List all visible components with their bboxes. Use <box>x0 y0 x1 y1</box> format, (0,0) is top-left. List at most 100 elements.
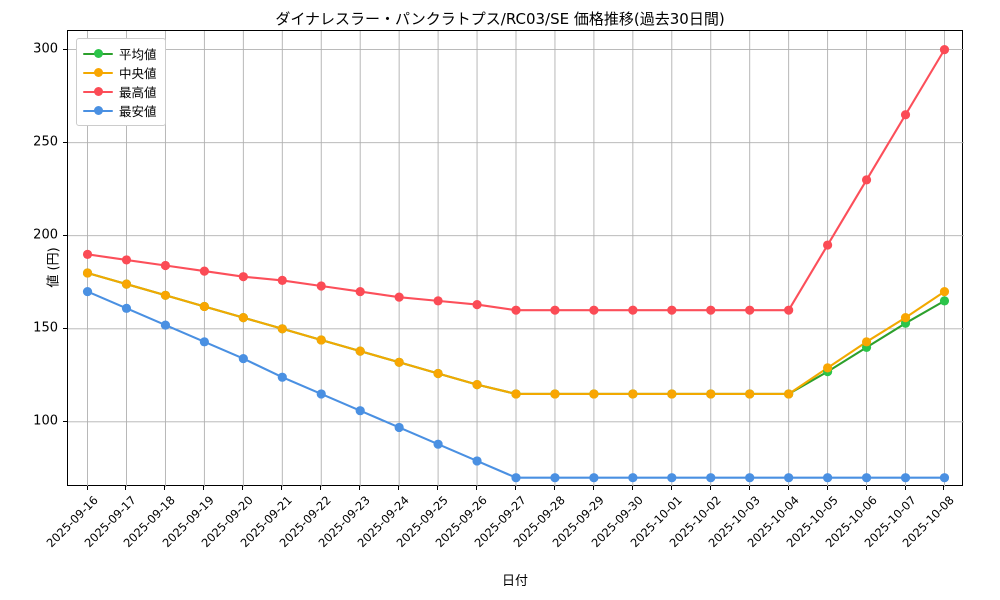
x-tick-mark <box>787 486 789 490</box>
x-tick-mark <box>359 486 361 490</box>
y-tick-label: 200 <box>33 227 58 243</box>
x-tick-mark <box>826 486 828 490</box>
data-point <box>277 275 287 285</box>
page-title: ダイナレスラー・パンクラトプス/RC03/SE 価格推移(過去30日間) <box>275 10 725 28</box>
x-tick-mark <box>709 486 711 490</box>
data-point <box>316 389 326 399</box>
x-axis-title: 日付 <box>501 574 528 589</box>
y-axis-title: 値 (円) <box>46 247 62 288</box>
data-point <box>628 473 638 483</box>
data-point <box>82 249 93 259</box>
data-point <box>706 473 716 483</box>
x-tick-mark <box>86 486 88 490</box>
x-tick-mark <box>476 486 478 490</box>
data-point <box>160 320 171 330</box>
data-point <box>277 324 287 334</box>
x-tick-mark <box>592 486 594 490</box>
legend-label: 最安値 <box>119 104 157 119</box>
x-tick-mark <box>437 486 439 490</box>
data-point <box>472 456 482 466</box>
data-point <box>745 473 755 483</box>
legend-swatch-icon <box>83 48 113 60</box>
legend-item-2: 最高値 <box>83 82 157 101</box>
legend-swatch-icon <box>83 67 113 79</box>
data-point <box>511 389 521 399</box>
data-point <box>355 406 365 416</box>
x-tick-mark <box>748 486 750 490</box>
legend-swatch-icon <box>83 86 113 98</box>
data-point <box>550 473 560 483</box>
y-tick-mark <box>63 234 67 236</box>
y-tick-label: 150 <box>33 320 58 336</box>
data-point <box>550 305 560 315</box>
data-point <box>472 380 482 390</box>
data-point <box>745 305 755 315</box>
data-point <box>160 260 171 271</box>
data-point <box>823 473 833 483</box>
data-point <box>745 389 755 399</box>
data-point <box>160 290 171 300</box>
data-point <box>667 305 677 315</box>
x-tick-mark <box>904 486 906 490</box>
data-series-layer <box>82 45 950 483</box>
data-point <box>784 389 794 399</box>
data-point <box>238 353 248 364</box>
data-point <box>355 346 365 356</box>
data-point <box>82 268 93 278</box>
x-tick-mark <box>398 486 400 490</box>
data-point <box>861 337 872 347</box>
y-tick-mark <box>63 48 67 50</box>
data-point <box>121 279 132 289</box>
data-point <box>238 313 248 323</box>
data-point <box>121 255 132 265</box>
data-point <box>589 305 599 315</box>
data-point <box>589 389 599 399</box>
x-tick-mark <box>515 486 516 490</box>
legend-label: 最高値 <box>119 85 157 100</box>
data-point <box>861 175 872 185</box>
x-tick-mark <box>164 486 166 490</box>
data-point <box>355 286 365 297</box>
legend-item-1: 中央値 <box>83 63 157 82</box>
data-point <box>900 110 911 120</box>
data-point <box>667 389 677 399</box>
y-tick-mark <box>63 420 67 422</box>
legend-label: 平均値 <box>119 47 157 62</box>
x-tick-mark <box>865 486 867 490</box>
data-point <box>900 473 911 483</box>
data-point <box>199 301 209 312</box>
data-point <box>433 296 443 306</box>
data-point <box>433 368 443 379</box>
plot-area <box>67 30 964 487</box>
data-point <box>394 422 404 433</box>
data-point <box>706 389 716 399</box>
x-tick-mark <box>281 486 283 490</box>
x-tick-mark <box>670 486 672 490</box>
data-point <box>939 473 950 483</box>
data-point <box>628 305 638 315</box>
legend-swatch-icon <box>83 105 113 117</box>
data-point <box>628 389 638 399</box>
series-line-2 <box>86 48 946 312</box>
x-tick-mark <box>242 486 244 490</box>
data-point <box>199 266 209 276</box>
data-point <box>511 305 521 315</box>
data-point <box>706 305 716 315</box>
data-point <box>939 296 950 306</box>
data-point <box>277 372 287 382</box>
data-point <box>316 335 326 345</box>
x-tick-mark <box>553 486 555 490</box>
y-tick-label: 300 <box>33 41 58 57</box>
y-tick-mark <box>63 327 67 329</box>
y-tick-mark <box>63 141 67 143</box>
legend-label: 中央値 <box>119 66 157 81</box>
data-point <box>784 473 794 483</box>
series-line-3 <box>86 290 946 479</box>
legend-item-3: 最安値 <box>83 101 157 120</box>
data-point <box>394 292 404 302</box>
data-point <box>550 389 560 399</box>
x-tick-mark <box>320 486 322 490</box>
data-point <box>121 303 132 313</box>
data-point <box>900 313 911 323</box>
